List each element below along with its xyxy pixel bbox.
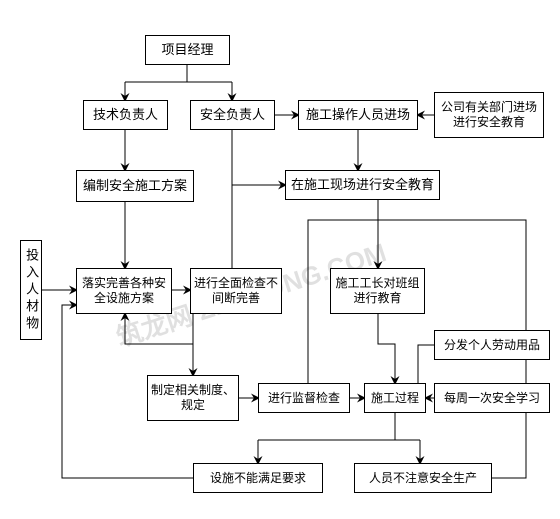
node-inspect: 进行全面检查不间断完善 xyxy=(190,268,282,314)
node-plan: 编制安全施工方案 xyxy=(76,170,194,202)
node-ppe: 分发个人劳动用品 xyxy=(434,330,550,360)
node-foreman: 施工工长对班组进行教育 xyxy=(330,268,425,314)
node-process: 施工过程 xyxy=(364,383,426,413)
node-siteedu: 在施工现场进行安全教育 xyxy=(285,170,440,200)
node-input: 投入人材物 xyxy=(20,240,42,340)
node-rules: 制定相关制度、规定 xyxy=(147,375,239,421)
node-unsafe: 人员不注意安全生产 xyxy=(354,463,492,493)
node-corp: 公司有关部门进场进行安全教育 xyxy=(434,92,544,138)
node-supervise: 进行监督检查 xyxy=(258,383,350,413)
node-weekly: 每周一次安全学习 xyxy=(434,383,550,413)
node-pm: 项目经理 xyxy=(145,35,230,65)
node-impl: 落实完善各种安全设施方案 xyxy=(76,268,172,314)
node-insuff: 设施不能满足要求 xyxy=(193,463,323,493)
node-tech: 技术负责人 xyxy=(83,100,168,130)
edges-layer xyxy=(0,0,560,519)
node-workers: 施工操作人员进场 xyxy=(298,100,418,130)
node-safe: 安全负责人 xyxy=(190,100,275,130)
